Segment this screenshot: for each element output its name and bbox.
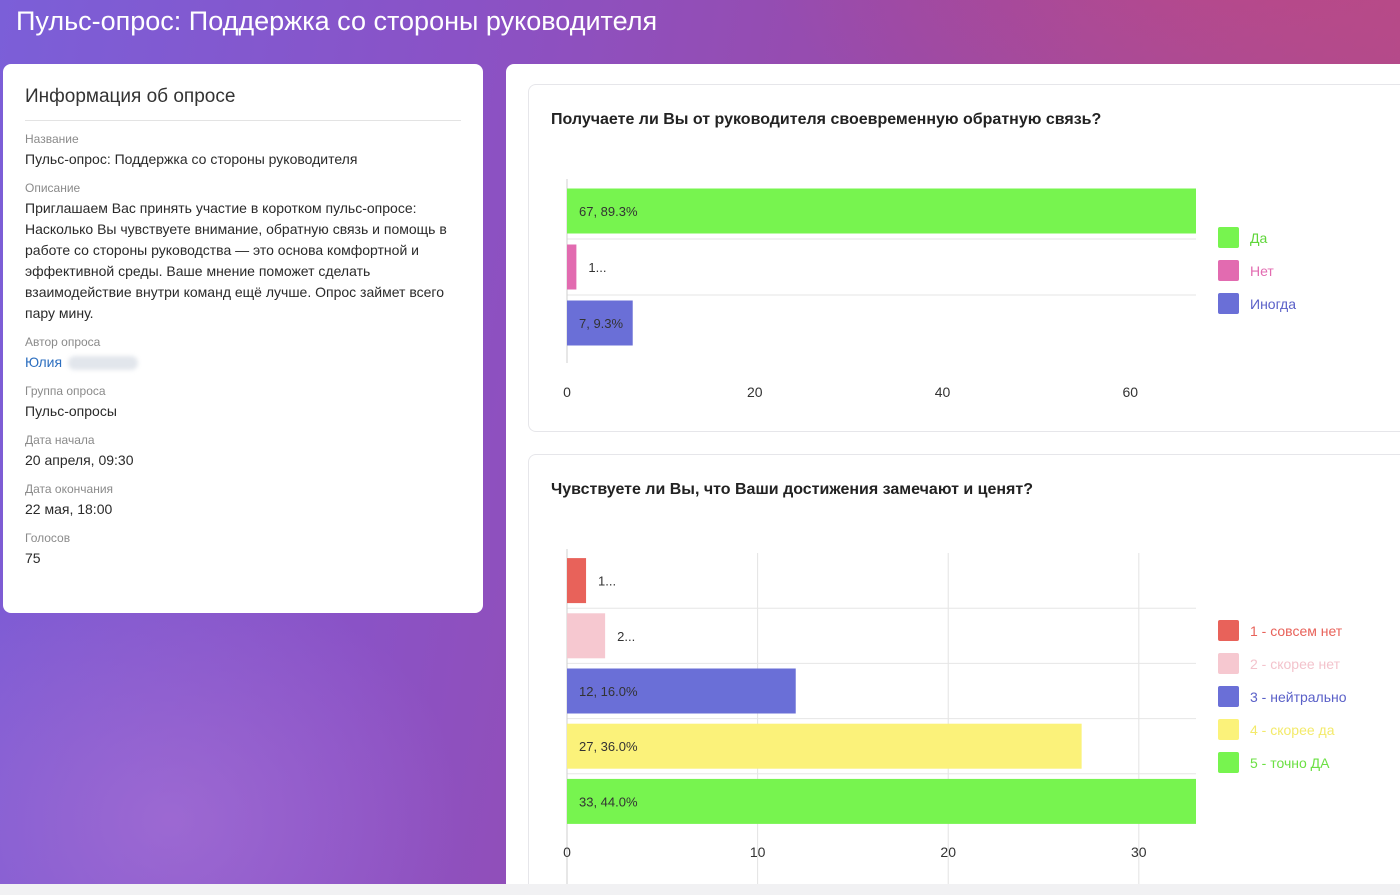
bar-data-label: 67, 89.3% <box>579 204 638 219</box>
bar[interactable] <box>567 558 587 604</box>
bar[interactable] <box>567 188 1196 234</box>
field-description: Описание Приглашаем Вас принять участие … <box>25 180 461 324</box>
bar[interactable] <box>567 244 577 290</box>
chart-card-recognition: Чувствуете ли Вы, что Ваши достижения за… <box>528 454 1400 894</box>
x-tick-label: 0 <box>563 384 571 400</box>
author-name[interactable]: Юлия <box>25 354 63 370</box>
bar-data-label: 1... <box>598 574 616 589</box>
votes-value: 75 <box>25 550 41 566</box>
survey-group-value: Пульс-опросы <box>25 403 117 419</box>
page-title: Пульс-опрос: Поддержка со стороны руково… <box>16 6 658 36</box>
legend-label[interactable]: Да <box>1250 230 1267 246</box>
legend-swatch[interactable] <box>1218 653 1239 674</box>
chart-title: Чувствуете ли Вы, что Ваши достижения за… <box>551 481 1033 498</box>
legend-swatch[interactable] <box>1218 260 1239 281</box>
legend-label[interactable]: 2 - скорее нет <box>1250 656 1341 672</box>
info-heading: Информация об опросе <box>25 86 461 121</box>
legend-label[interactable]: 4 - скорее да <box>1250 722 1335 738</box>
field-label: Автор опроса <box>25 335 101 349</box>
field-label: Название <box>25 132 79 146</box>
field-label: Дата окончания <box>25 482 114 496</box>
chart-feedback: 67, 89.3% 1... 7, 9.3% 0 20 40 60 Да Нет Иногда <box>563 179 1296 400</box>
author-link[interactable]: Юлия <box>25 352 461 373</box>
field-group: Группа опроса Пульс-опросы <box>25 383 461 422</box>
survey-name-value: Пульс-опрос: Поддержка со стороны руково… <box>25 151 358 167</box>
legend-label[interactable]: 5 - точно ДА <box>1250 755 1330 771</box>
legend-label[interactable]: Нет <box>1250 263 1274 279</box>
bar[interactable] <box>567 723 1082 769</box>
bar[interactable] <box>567 778 1196 824</box>
bar-data-label: 12, 16.0% <box>579 684 638 699</box>
legend-swatch[interactable] <box>1218 293 1239 314</box>
legend-label[interactable]: 1 - совсем нет <box>1250 623 1343 639</box>
field-start-date: Дата начала 20 апреля, 09:30 <box>25 432 461 471</box>
survey-description-value: Приглашаем Вас принять участие в коротко… <box>25 200 447 321</box>
field-author: Автор опроса Юлия <box>25 334 461 373</box>
x-tick-label: 60 <box>1122 384 1138 400</box>
legend-swatch[interactable] <box>1218 686 1239 707</box>
x-tick-label: 20 <box>940 844 956 860</box>
x-tick-label: 10 <box>750 844 766 860</box>
field-end-date: Дата окончания 22 мая, 18:00 <box>25 481 461 520</box>
chart-recognition: 1... 2... 12, 16.0% 27, 36.0% 33, 44.0% 0 10 20… <box>563 549 1347 890</box>
legend-swatch[interactable] <box>1218 752 1239 773</box>
legend-label[interactable]: Иногда <box>1250 296 1296 312</box>
bar[interactable] <box>567 300 633 346</box>
survey-info-card: Информация об опросе Название Пульс-опро… <box>3 64 483 613</box>
legend-label[interactable]: 3 - нейтрально <box>1250 689 1347 705</box>
field-votes: Голосов 75 <box>25 530 461 569</box>
bottom-strip <box>0 884 1400 894</box>
legend-swatch[interactable] <box>1218 620 1239 641</box>
x-tick-label: 20 <box>747 384 763 400</box>
end-date-value: 22 мая, 18:00 <box>25 501 113 517</box>
bar-data-label: 2... <box>617 629 635 644</box>
charts-panel: Получаете ли Вы от руководителя своеврем… <box>506 64 1400 894</box>
legend-swatch[interactable] <box>1218 719 1239 740</box>
bar-data-label: 7, 9.3% <box>579 316 624 331</box>
bar-data-label: 27, 36.0% <box>579 739 638 754</box>
bar-data-label: 1... <box>588 260 606 275</box>
x-tick-label: 30 <box>1131 844 1147 860</box>
field-label: Голосов <box>25 531 71 545</box>
chart-card-feedback: Получаете ли Вы от руководителя своеврем… <box>528 84 1400 432</box>
bar-data-label: 33, 44.0% <box>579 794 638 809</box>
legend-swatch[interactable] <box>1218 227 1239 248</box>
start-date-value: 20 апреля, 09:30 <box>25 452 134 468</box>
field-name: Название Пульс-опрос: Поддержка со сторо… <box>25 131 461 170</box>
x-tick-label: 40 <box>935 384 951 400</box>
chart-title: Получаете ли Вы от руководителя своеврем… <box>551 111 1102 128</box>
field-label: Дата начала <box>25 433 95 447</box>
bar[interactable] <box>567 613 606 659</box>
field-label: Группа опроса <box>25 384 106 398</box>
blurred-surname <box>68 356 139 371</box>
field-label: Описание <box>25 181 81 195</box>
x-tick-label: 0 <box>563 844 571 860</box>
bar[interactable] <box>567 668 796 714</box>
